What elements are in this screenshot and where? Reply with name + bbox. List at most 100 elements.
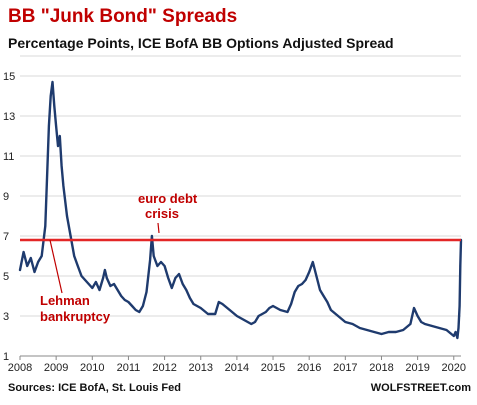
data-point — [145, 291, 148, 293]
data-point — [22, 251, 25, 253]
chart-title: BB "Junk Bond" Spreads — [8, 6, 238, 27]
data-point — [152, 255, 155, 257]
data-point — [308, 271, 311, 273]
data-point — [456, 337, 459, 339]
data-point — [329, 309, 332, 311]
data-point — [293, 291, 296, 293]
y-tick-label: 7 — [3, 231, 9, 243]
x-tick-label: 2016 — [297, 362, 321, 374]
y-tick-label: 3 — [3, 311, 9, 323]
brand-label: WOLFSTREET.com — [370, 382, 471, 394]
data-point — [109, 285, 112, 287]
data-point — [185, 289, 188, 291]
x-tick-label: 2015 — [261, 362, 285, 374]
y-tick-label: 11 — [3, 151, 14, 163]
data-point — [395, 331, 397, 333]
x-tick-label: 2012 — [152, 362, 176, 374]
data-point — [149, 259, 152, 261]
data-point — [69, 235, 72, 237]
data-point — [51, 81, 54, 83]
data-point — [174, 277, 177, 279]
data-point — [315, 275, 318, 277]
data-point — [102, 277, 105, 279]
data-point — [84, 279, 86, 281]
x-tick-label: 2014 — [225, 362, 249, 374]
data-point — [358, 327, 361, 329]
data-point — [387, 331, 390, 333]
data-point — [33, 271, 36, 273]
data-point — [134, 309, 137, 311]
data-point — [431, 325, 433, 327]
data-point — [66, 215, 68, 217]
y-tick-label: 9 — [3, 191, 9, 203]
annotation-euro-debt-crisis-pointer — [157, 222, 160, 234]
data-point — [57, 145, 59, 147]
x-tick-label: 2010 — [80, 362, 104, 374]
data-point — [301, 283, 303, 285]
x-tick-label: 2009 — [44, 362, 68, 374]
data-point — [120, 295, 123, 297]
data-point — [459, 265, 462, 267]
data-point — [454, 331, 457, 333]
data-point — [58, 135, 61, 137]
data-point — [76, 265, 79, 267]
data-point — [268, 307, 271, 309]
data-point — [104, 269, 106, 271]
data-point — [207, 313, 209, 315]
data-point — [286, 311, 289, 313]
data-point — [279, 309, 282, 311]
x-tick-label: 2020 — [442, 362, 466, 374]
data-point — [257, 315, 260, 317]
data-point — [29, 257, 32, 259]
source-note: Sources: ICE BofA, St. Louis Fed — [8, 382, 181, 394]
data-point — [91, 287, 94, 289]
data-point — [452, 335, 455, 337]
data-point — [416, 315, 419, 317]
data-point — [337, 315, 339, 317]
data-point — [156, 265, 159, 267]
data-point — [55, 125, 58, 127]
chart-subtitle: Percentage Points, ICE BofA BB Options A… — [8, 35, 394, 51]
data-point — [423, 323, 426, 325]
data-point — [19, 269, 21, 271]
data-point — [46, 175, 49, 177]
data-point — [167, 277, 170, 279]
data-point — [138, 311, 141, 313]
data-point — [105, 277, 108, 279]
y-tick-label: 13 — [3, 111, 15, 123]
data-point — [178, 273, 180, 275]
data-point — [264, 311, 267, 313]
data-point — [127, 301, 130, 303]
data-point — [344, 321, 347, 323]
data-point — [60, 165, 63, 167]
x-tick-label: 2017 — [333, 362, 357, 374]
x-tick-label: 2018 — [369, 362, 393, 374]
data-point — [80, 275, 83, 277]
annotation-lehman-bankruptcy-line-1: Lehman — [40, 293, 90, 308]
data-point — [366, 329, 368, 331]
data-point — [221, 303, 224, 305]
data-point — [402, 329, 405, 331]
data-point — [319, 289, 321, 291]
annotation-euro-debt-crisis-line-1: euro debt — [138, 191, 198, 206]
data-point — [214, 313, 217, 315]
data-point — [351, 323, 354, 325]
data-point — [98, 289, 101, 291]
data-point — [62, 185, 65, 187]
data-point — [95, 281, 97, 283]
data-point — [37, 261, 39, 263]
data-point — [188, 297, 191, 299]
x-tick-label: 2011 — [117, 362, 141, 374]
data-point — [113, 283, 115, 285]
data-point — [48, 125, 50, 127]
annotation-lehman-bankruptcy-line-2: bankruptcy — [40, 309, 111, 324]
y-tick-label: 5 — [3, 271, 9, 283]
data-point — [445, 329, 448, 331]
data-point — [142, 305, 144, 307]
data-point — [40, 255, 43, 257]
data-point — [199, 307, 202, 309]
data-point — [49, 95, 52, 97]
data-point — [438, 327, 441, 329]
